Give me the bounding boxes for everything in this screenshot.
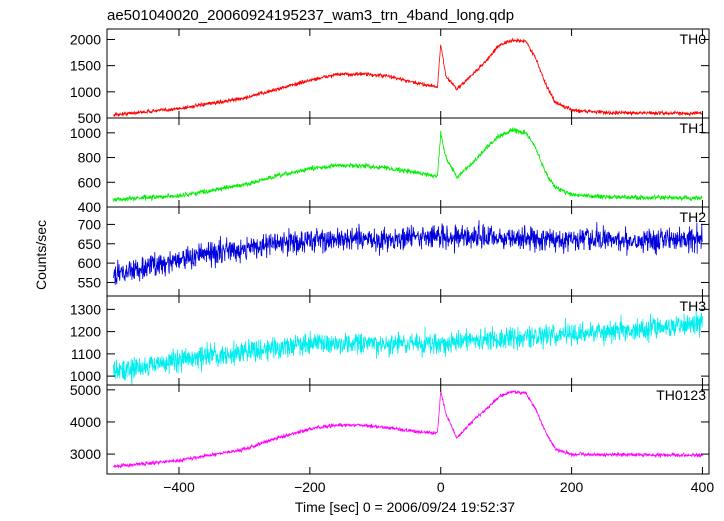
panel-th0123: 3000 4000 5000 TH0123 <box>70 382 710 475</box>
y-tick-label: 1300 <box>70 301 101 317</box>
x-tick-label: 200 <box>560 479 584 495</box>
y-tick-label: 700 <box>78 216 102 232</box>
y-tick-label: 600 <box>78 255 102 271</box>
series-line-th0 <box>113 38 703 118</box>
y-tick-label: 1000 <box>70 84 101 100</box>
y-tick-label: 1500 <box>70 58 101 74</box>
panel-th1: 400 600 800 1000 TH1 <box>70 117 710 215</box>
x-tick-label: 0 <box>437 479 445 495</box>
y-tick-label: 650 <box>78 236 102 252</box>
x-tick-label: −200 <box>294 479 326 495</box>
y-tick-label: 4000 <box>70 414 101 430</box>
series-line-th3 <box>113 310 703 385</box>
panel-frame <box>106 206 710 297</box>
y-tick-label: 800 <box>78 150 102 166</box>
y-tick-label: 1100 <box>71 346 101 362</box>
panel-label-th0123: TH0123 <box>656 387 706 403</box>
x-tick-label: 400 <box>691 479 715 495</box>
chart-title: ae501040020_20060924195237_wam3_trn_4ban… <box>107 7 514 24</box>
y-tick-label: 3000 <box>70 446 101 462</box>
y-tick-label: 600 <box>78 174 102 190</box>
panel-label-th3: TH3 <box>680 298 707 314</box>
y-tick-label: 400 <box>78 199 102 215</box>
y-tick-label: 1000 <box>70 368 101 384</box>
y-tick-label: 2000 <box>70 31 101 47</box>
x-tick-label: −400 <box>163 479 195 495</box>
y-tick-label: 550 <box>78 274 102 290</box>
y-axis-label: Counts/sec <box>33 220 49 290</box>
panel-frame <box>106 384 710 475</box>
series-line-th2 <box>113 220 703 285</box>
panel-th3: 1000 1100 1200 1300 TH3 <box>70 295 710 386</box>
y-tick-label: 1000 <box>70 125 101 141</box>
x-axis-label: Time [sec] 0 = 2006/09/24 19:52:37 <box>295 499 515 515</box>
y-tick-label: 1200 <box>70 324 101 340</box>
series-line-th1 <box>113 126 703 203</box>
panel-th2: 550 600 650 700 TH2 <box>78 206 710 297</box>
x-axis: −400 −200 0 200 400 <box>163 479 714 495</box>
panel-label-th1: TH1 <box>680 120 707 136</box>
panel-label-th0: TH0 <box>680 31 707 47</box>
series-line-th0123 <box>113 390 703 469</box>
y-tick-label: 500 <box>78 110 102 126</box>
y-tick-label: 5000 <box>70 382 101 398</box>
panel-label-th2: TH2 <box>680 209 707 225</box>
panel-th0: 500 1000 1500 2000 TH0 <box>70 28 710 126</box>
